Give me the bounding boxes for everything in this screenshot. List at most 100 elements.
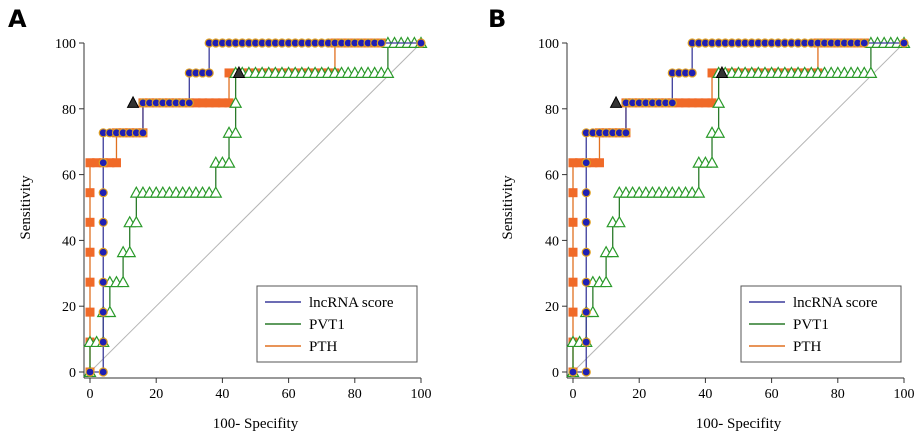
data-point <box>98 158 108 168</box>
optimal-cutoff-marker <box>126 95 140 108</box>
data-point <box>209 185 223 198</box>
data-point <box>606 245 620 258</box>
y-tick-label: 100 <box>538 37 559 52</box>
data-point <box>229 96 243 108</box>
legend: lncRNA score PVT1 PTH <box>740 285 902 363</box>
legend-box <box>256 285 418 363</box>
data-point <box>98 217 108 227</box>
x-tick-label: 0 <box>570 387 577 402</box>
data-point <box>85 367 95 377</box>
x-tick-label: 40 <box>215 387 229 402</box>
data-point <box>98 188 108 198</box>
data-point <box>85 307 95 317</box>
data-point <box>85 217 95 227</box>
data-point <box>204 68 214 78</box>
data-point <box>687 68 697 78</box>
data-point <box>581 367 591 377</box>
legend-label: PVT1 <box>309 317 345 333</box>
x-tick-label: 20 <box>149 387 163 402</box>
data-point <box>376 38 386 48</box>
data-point <box>667 98 677 108</box>
data-point <box>581 277 591 287</box>
data-point <box>98 247 108 257</box>
data-point <box>568 188 578 198</box>
data-point <box>712 96 726 108</box>
y-tick-label: 0 <box>552 366 559 381</box>
legend-label: lncRNA score <box>309 295 394 311</box>
legend-label: lncRNA score <box>793 295 878 311</box>
x-tick-label: 80 <box>348 387 362 402</box>
series-pvt1 <box>566 36 911 377</box>
panel-letter: B <box>488 5 506 33</box>
data-point <box>138 128 148 138</box>
data-point <box>705 156 719 168</box>
roc-panel-b: B 0 20 40 60 80 100 0 20 40 60 80 100 100- Specifity S… <box>488 5 915 432</box>
data-point <box>581 188 591 198</box>
legend-label: PTH <box>793 339 822 355</box>
legend: lncRNA score PVT1 PTH <box>256 285 418 363</box>
y-axis-title: Sensitivity <box>18 175 34 240</box>
data-point <box>85 247 95 257</box>
data-point <box>229 126 243 138</box>
data-point <box>692 185 706 198</box>
x-tick-label: 100 <box>894 387 915 402</box>
series-lncrna-score <box>85 38 426 377</box>
x-tick-label: 60 <box>282 387 296 402</box>
data-point <box>116 275 130 288</box>
y-tick-label: 100 <box>55 37 76 52</box>
optimal-cutoff-marker <box>715 65 729 78</box>
data-point <box>381 66 395 78</box>
data-point <box>864 66 878 78</box>
data-point <box>568 247 578 257</box>
data-point <box>98 277 108 287</box>
y-tick-label: 60 <box>62 169 76 184</box>
data-point <box>899 38 909 48</box>
data-point <box>581 307 591 317</box>
data-point <box>184 98 194 108</box>
optimal-cutoff-marker <box>609 95 623 108</box>
roc-panel-a: A 0 20 40 60 80 100 0 20 40 60 80 100 100- Specifity S… <box>8 5 432 432</box>
data-point <box>123 245 137 258</box>
x-tick-label: 80 <box>831 387 845 402</box>
diagonal-reference-line <box>89 42 422 373</box>
legend-label: PVT1 <box>793 317 829 333</box>
data-point <box>568 367 578 377</box>
x-tick-label: 0 <box>87 387 94 402</box>
data-point <box>568 307 578 317</box>
data-point <box>612 215 626 228</box>
y-axis-title: Sensitivity <box>500 175 516 240</box>
data-point <box>85 277 95 287</box>
x-axis-title: 100- Specifity <box>213 416 299 432</box>
series-lncrna-score <box>568 38 909 377</box>
data-point <box>568 217 578 227</box>
y-tick-label: 0 <box>69 366 76 381</box>
legend-label: PTH <box>309 339 338 355</box>
data-point <box>98 307 108 317</box>
x-tick-label: 60 <box>765 387 779 402</box>
data-point <box>568 277 578 287</box>
data-point <box>599 275 613 288</box>
y-tick-label: 80 <box>545 103 559 118</box>
y-tick-label: 60 <box>545 169 559 184</box>
data-point <box>222 156 236 168</box>
data-point <box>416 38 426 48</box>
x-tick-label: 100 <box>411 387 432 402</box>
data-point <box>111 158 121 168</box>
data-point <box>859 38 869 48</box>
y-tick-label: 40 <box>545 234 559 249</box>
data-point <box>581 217 591 227</box>
data-point <box>581 247 591 257</box>
data-point <box>594 158 604 168</box>
x-tick-label: 40 <box>698 387 712 402</box>
data-point <box>129 215 143 228</box>
data-point <box>581 158 591 168</box>
diagonal-reference-line <box>572 42 905 373</box>
y-tick-label: 20 <box>545 300 559 315</box>
data-point <box>621 128 631 138</box>
data-point <box>98 367 108 377</box>
optimal-cutoff-marker <box>232 65 246 78</box>
data-point <box>85 188 95 198</box>
y-tick-label: 40 <box>62 234 76 249</box>
y-tick-label: 20 <box>62 300 76 315</box>
